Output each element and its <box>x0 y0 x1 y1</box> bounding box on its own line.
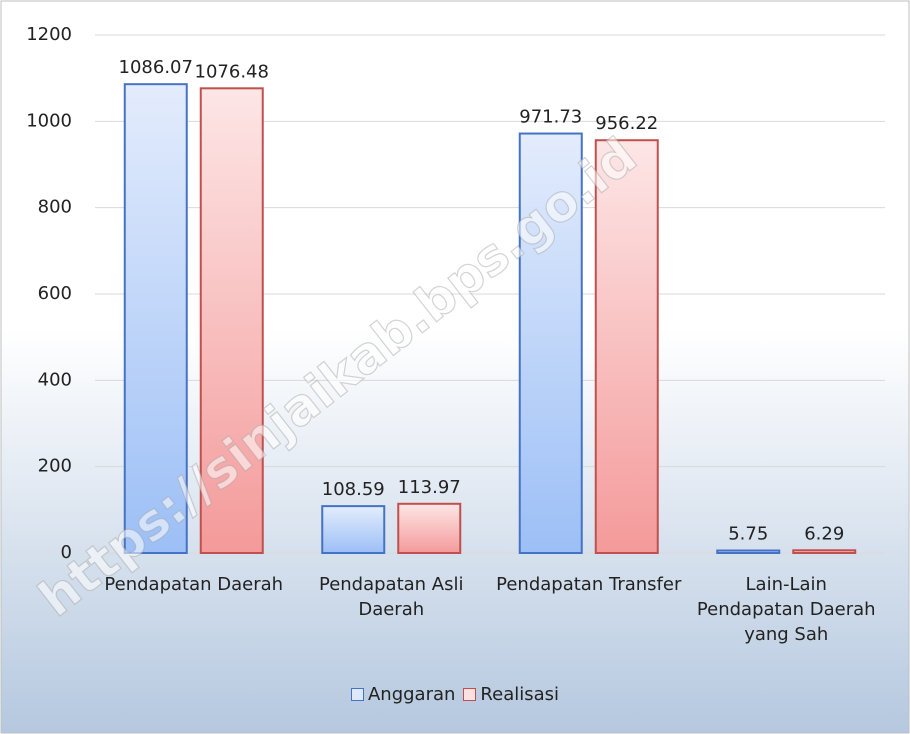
y-tick-label: 0 <box>61 542 72 563</box>
legend-label: Anggaran <box>367 684 456 705</box>
y-tick-label: 1200 <box>26 24 72 45</box>
y-tick-label: 800 <box>38 197 72 218</box>
y-tick-label: 200 <box>38 456 72 477</box>
x-tick-label: Pendapatan Asli Daerah <box>318 574 464 620</box>
bar <box>397 502 462 554</box>
data-label: 6.29 <box>804 523 844 544</box>
legend-item: Realisasi <box>463 684 559 705</box>
legend-swatch <box>463 688 477 701</box>
data-label: 113.97 <box>398 477 461 498</box>
legend-item: Anggaran <box>350 684 456 705</box>
y-tick-label: 600 <box>38 283 72 304</box>
legend-swatch <box>350 688 364 701</box>
x-tick-label: Lain-Lain Pendapatan Daerah yang Sah <box>696 574 876 645</box>
bar <box>716 549 781 555</box>
bar <box>792 549 857 554</box>
x-tick-label: Pendapatan Daerah <box>104 574 284 595</box>
data-label: 1086.07 <box>119 57 193 78</box>
data-label: 5.75 <box>728 524 768 545</box>
data-label: 956.22 <box>595 113 658 134</box>
x-tick-label: Pendapatan Transfer <box>496 574 682 595</box>
data-label: 108.59 <box>322 479 385 500</box>
bar <box>518 132 583 554</box>
bar <box>199 87 264 555</box>
legend-label: Realisasi <box>480 684 560 705</box>
bar <box>321 505 386 554</box>
bar <box>594 139 659 555</box>
data-label: 971.73 <box>519 107 582 128</box>
legend: Anggaran Realisasi <box>0 684 910 706</box>
y-tick-label: 400 <box>38 369 72 390</box>
y-tick-label: 1000 <box>26 110 72 131</box>
data-label: 1076.48 <box>195 61 269 82</box>
bar <box>123 83 188 555</box>
